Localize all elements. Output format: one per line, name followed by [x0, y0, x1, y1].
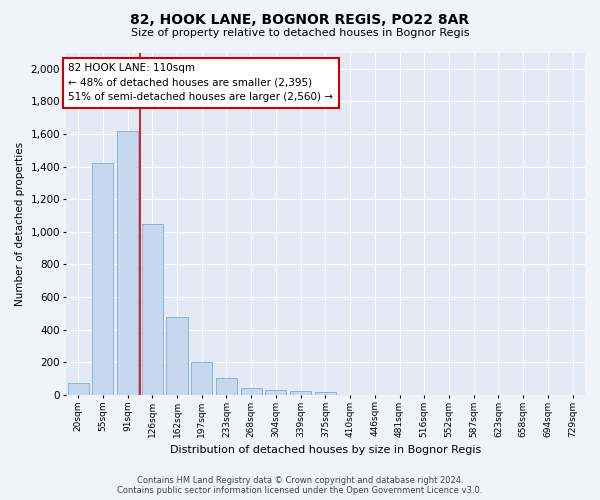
Text: Contains HM Land Registry data © Crown copyright and database right 2024.
Contai: Contains HM Land Registry data © Crown c… [118, 476, 482, 495]
Bar [216, 378, 237, 394]
Bar [191, 362, 212, 394]
Bar [166, 316, 188, 394]
Bar [290, 392, 311, 394]
Bar [117, 130, 138, 394]
Bar [142, 224, 163, 394]
Bar [265, 390, 286, 394]
Bar [92, 164, 113, 394]
Text: 82, HOOK LANE, BOGNOR REGIS, PO22 8AR: 82, HOOK LANE, BOGNOR REGIS, PO22 8AR [130, 12, 470, 26]
Text: 82 HOOK LANE: 110sqm
← 48% of detached houses are smaller (2,395)
51% of semi-de: 82 HOOK LANE: 110sqm ← 48% of detached h… [68, 63, 334, 102]
X-axis label: Distribution of detached houses by size in Bognor Regis: Distribution of detached houses by size … [170, 445, 481, 455]
Y-axis label: Number of detached properties: Number of detached properties [15, 142, 25, 306]
Bar [241, 388, 262, 394]
Bar [315, 392, 336, 394]
Bar [68, 382, 89, 394]
Text: Size of property relative to detached houses in Bognor Regis: Size of property relative to detached ho… [131, 28, 469, 38]
